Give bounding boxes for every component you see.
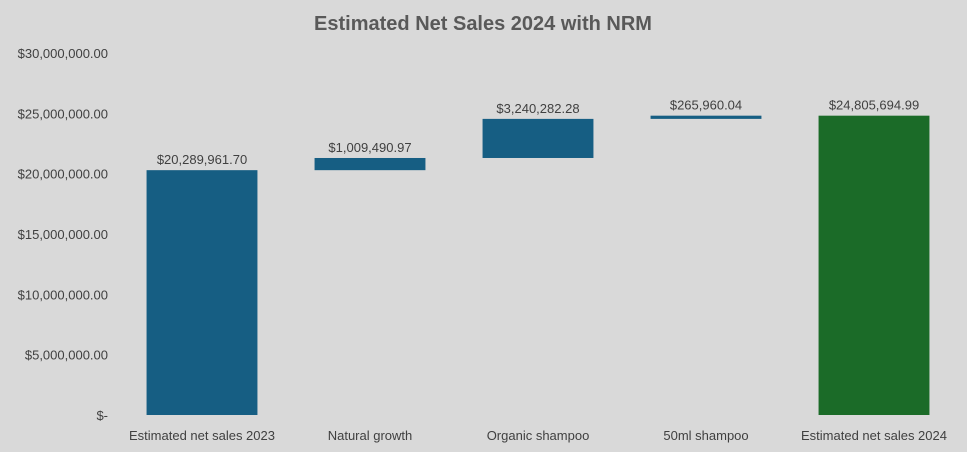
bar-natural-growth bbox=[314, 157, 426, 171]
data-label: $24,805,694.99 bbox=[829, 98, 919, 113]
y-tick-label: $10,000,000.00 bbox=[18, 287, 108, 302]
x-tick-label: Organic shampoo bbox=[487, 428, 590, 443]
x-tick-label: 50ml shampoo bbox=[663, 428, 748, 443]
data-label: $1,009,490.97 bbox=[328, 140, 411, 155]
y-tick-label: $- bbox=[96, 408, 108, 423]
bar-estimated-net-sales-2023 bbox=[146, 170, 258, 415]
y-tick-label: $15,000,000.00 bbox=[18, 227, 108, 242]
y-tick-label: $5,000,000.00 bbox=[25, 348, 108, 363]
bar-organic-shampoo bbox=[482, 118, 594, 158]
y-tick-label: $20,000,000.00 bbox=[18, 167, 108, 182]
bar-estimated-net-sales-2024 bbox=[818, 115, 930, 415]
bar-50ml-shampoo bbox=[650, 115, 762, 119]
data-label: $3,240,282.28 bbox=[496, 101, 579, 116]
chart-title: Estimated Net Sales 2024 with NRM bbox=[314, 13, 652, 35]
data-labels-group: $20,289,961.70 $1,009,490.97 $3,240,282.28… bbox=[157, 98, 919, 167]
data-label: $265,960.04 bbox=[670, 98, 742, 113]
x-tick-label: Natural growth bbox=[328, 428, 413, 443]
y-axis: $- $5,000,000.00 $10,000,000.00 $15,000,000… bbox=[18, 46, 108, 423]
bars-group bbox=[146, 115, 930, 415]
data-label: $20,289,961.70 bbox=[157, 152, 247, 167]
x-tick-label: Estimated net sales 2023 bbox=[129, 428, 275, 443]
x-tick-label: Estimated net sales 2024 bbox=[801, 428, 947, 443]
y-tick-label: $30,000,000.00 bbox=[18, 46, 108, 61]
y-tick-label: $25,000,000.00 bbox=[18, 106, 108, 121]
x-axis: Estimated net sales 2023 Natural growth Or… bbox=[129, 428, 947, 443]
